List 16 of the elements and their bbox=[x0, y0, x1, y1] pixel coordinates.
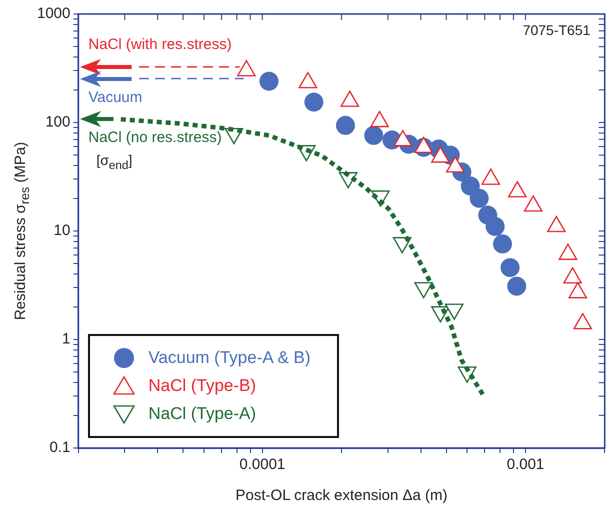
y-tick-label: 10 bbox=[54, 222, 70, 240]
legend-label: NaCl (Type-A) bbox=[148, 404, 256, 424]
series-label: NaCl (with res.stress) bbox=[88, 36, 232, 53]
series-label: NaCl (no res.stress) bbox=[88, 129, 222, 146]
y-tick-label: 1 bbox=[62, 330, 70, 348]
legend-label: Vacuum (Type-A & B) bbox=[148, 348, 311, 368]
x-tick-label: 0.0001 bbox=[239, 456, 286, 474]
legend-label: NaCl (Type-B) bbox=[148, 376, 256, 396]
y-tick-label: 0.1 bbox=[50, 439, 70, 456]
annotation: 7075-T651 bbox=[522, 22, 590, 38]
series-label: Vacuum bbox=[88, 88, 142, 106]
y-tick-label: 1000 bbox=[36, 5, 70, 22]
x-tick-label: 0.001 bbox=[506, 456, 544, 474]
x-axis-title: Post-OL crack extension Δa (m) bbox=[236, 487, 448, 504]
annotation: [σ$_{end}$] bbox=[96, 152, 132, 172]
y-tick-label: 100 bbox=[45, 114, 70, 131]
